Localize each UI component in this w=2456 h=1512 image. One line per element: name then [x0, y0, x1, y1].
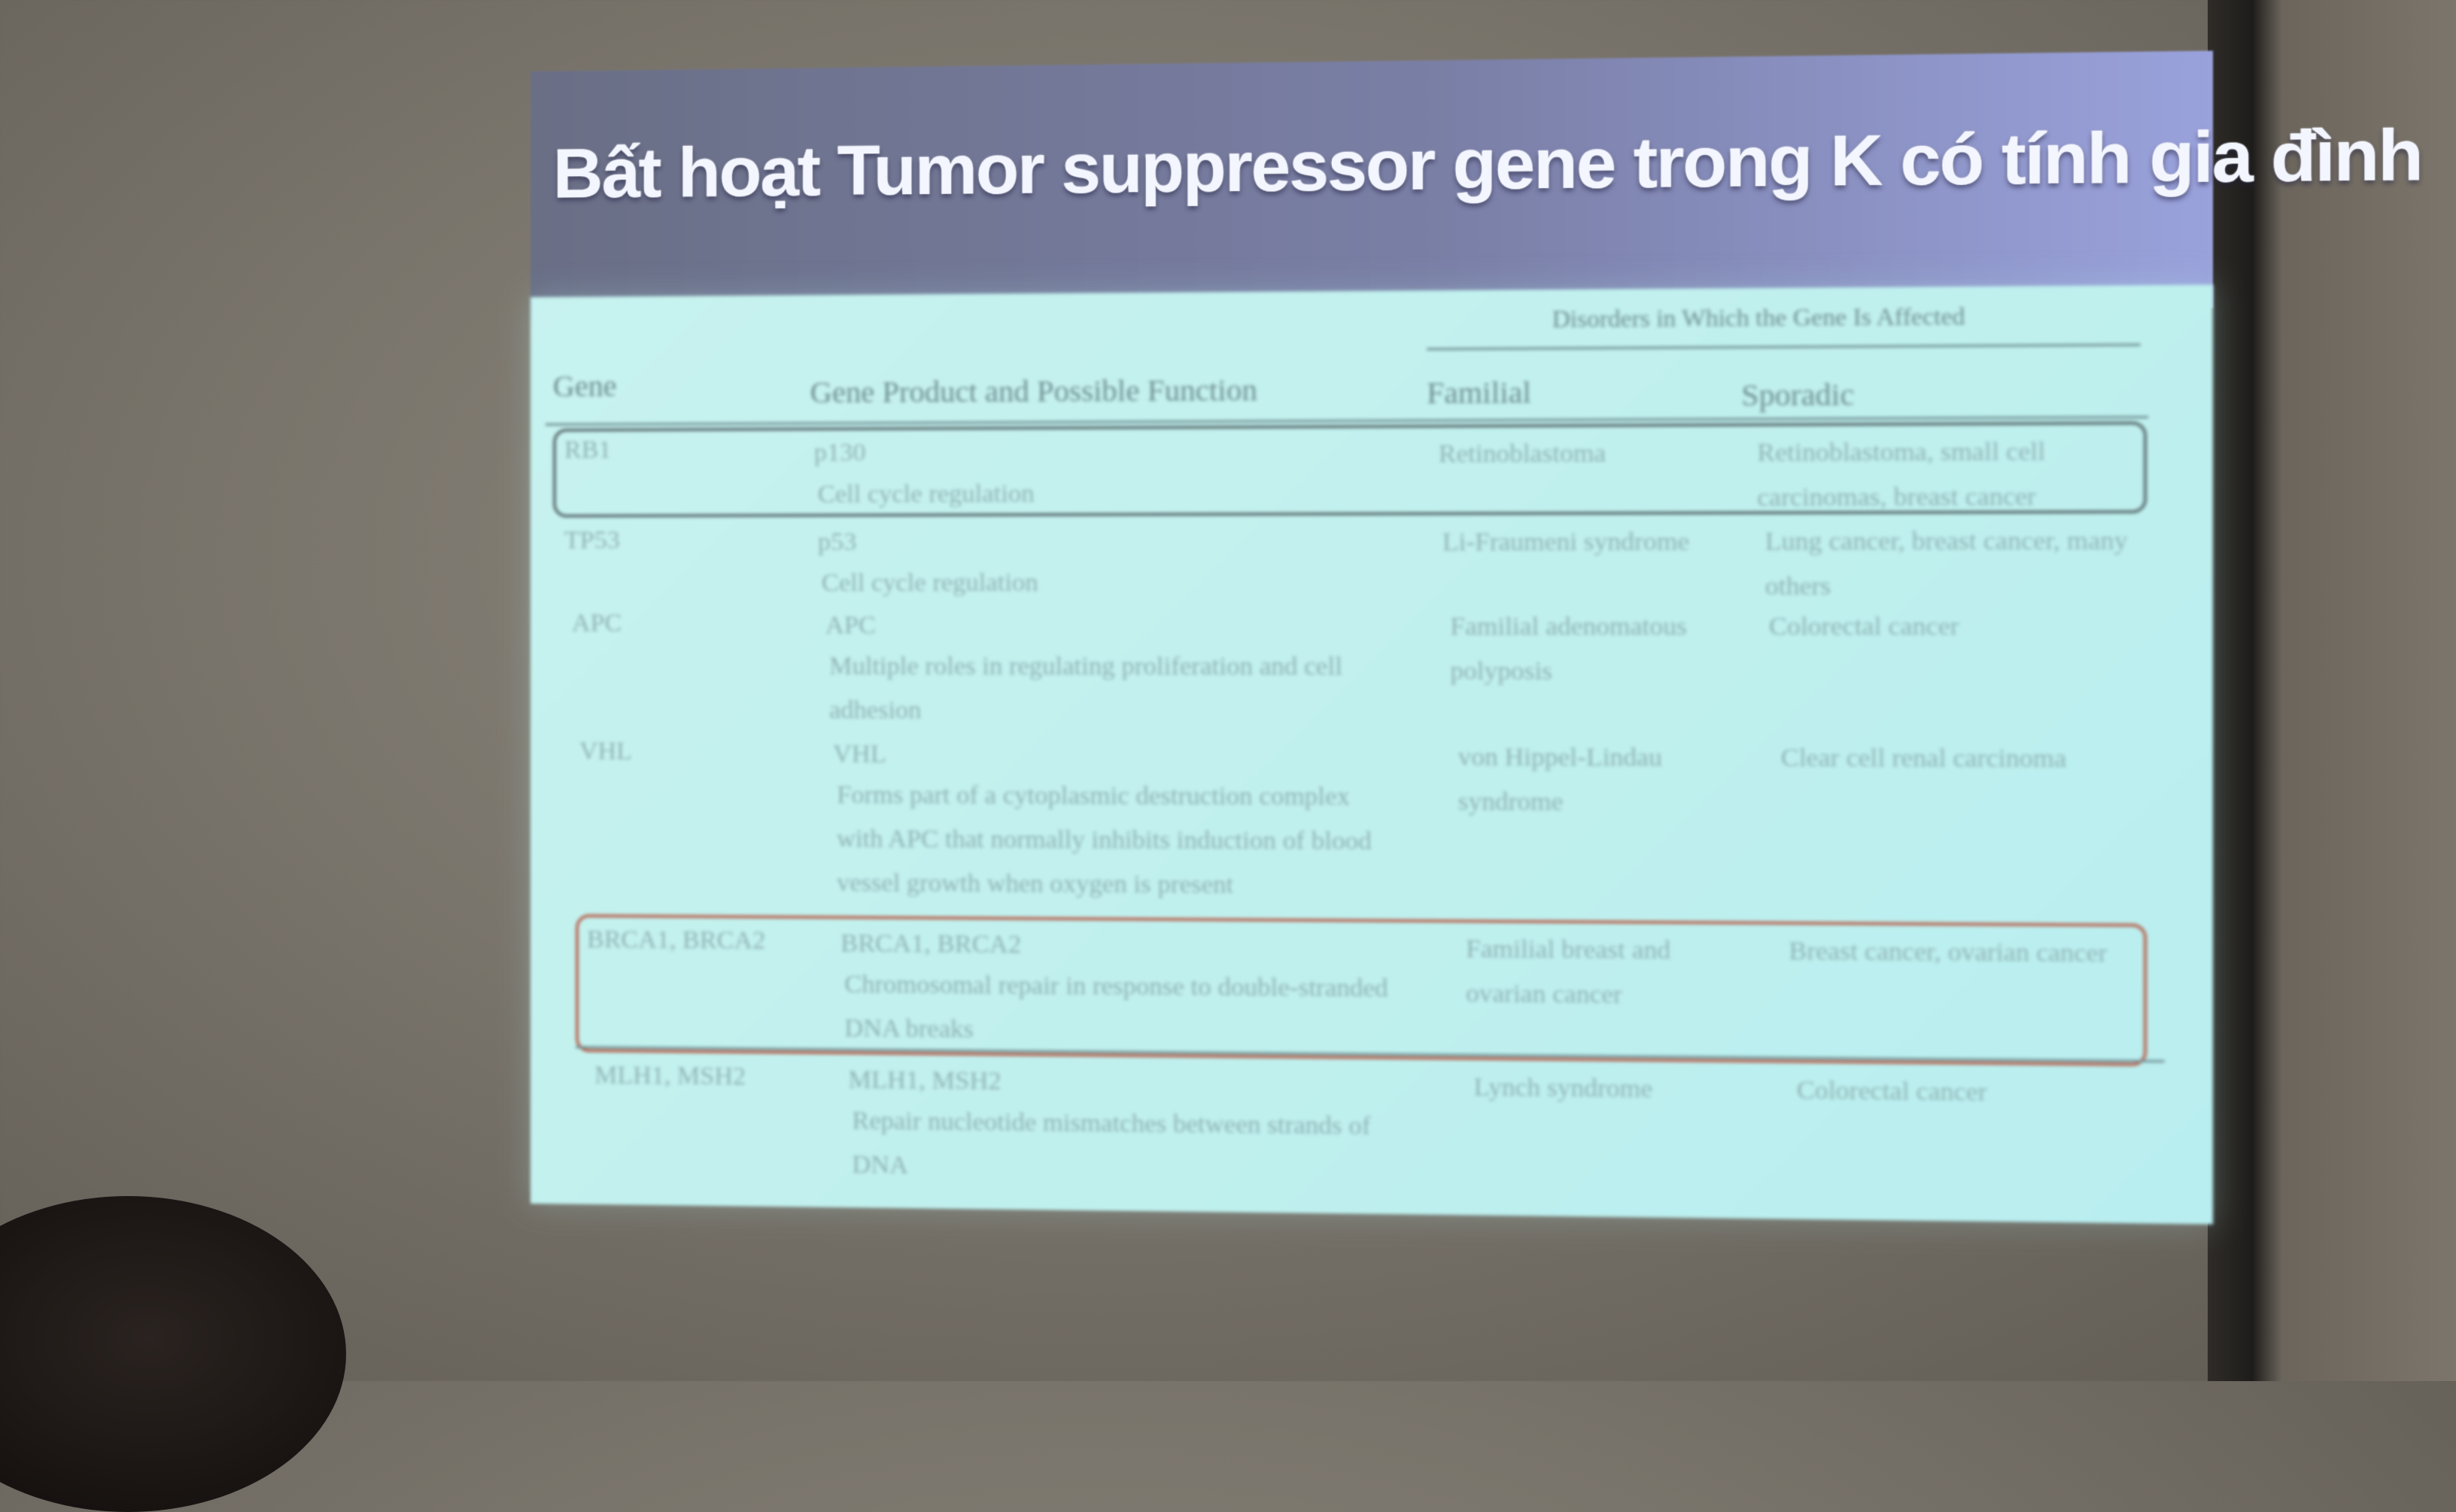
group-header-rule: [1427, 344, 2140, 351]
table-row-tp53-gene: TP53: [564, 519, 620, 563]
table-row-rb1-gene: RB1: [564, 429, 611, 472]
table-row-tp53-product: p53: [818, 521, 857, 564]
table-row-rb1-product: p130: [814, 431, 866, 475]
slide-title: Bất hoạt Tumor suppressor gene trong K c…: [553, 117, 2181, 214]
column-header-function: Gene Product and Possible Function: [810, 372, 1257, 411]
projected-slide: Bất hoạt Tumor suppressor gene trong K c…: [530, 50, 2213, 1224]
table-row-apc-sporadic: Colorectal cancer: [1769, 605, 1959, 650]
table-row-rb1-familial: Retinoblastoma: [1439, 432, 1606, 477]
table-row-rb1-sporadic: Retinoblastoma, small cell carcinomas, b…: [1757, 430, 2140, 521]
table-row-brca-gene: BRCA1, BRCA2: [587, 918, 765, 963]
column-header-familial: Familial: [1427, 375, 1531, 411]
table-row-mlh-gene: MLH1, MSH2: [594, 1054, 746, 1099]
table-row-apc-product: APC: [825, 604, 876, 648]
table-row-tp53-sporadic: Lung cancer, breast cancer, many others: [1765, 519, 2141, 609]
column-header-sporadic: Sporadic: [1741, 376, 1854, 413]
group-header: Disorders in Which the Gene Is Affected: [1552, 302, 1965, 333]
table-row-tp53-function: Cell cycle regulation: [822, 561, 1038, 606]
table-row-tp53-familial: Li-Fraumeni syndrome: [1442, 520, 1689, 565]
table-row-vhl-familial: von Hippel-Lindau syndrome: [1458, 736, 1718, 826]
table-row-brca-product: BRCA1, BRCA2: [840, 922, 1021, 967]
table-row-brca-familial: Familial breast and ovarian cancer: [1466, 928, 1717, 1019]
table-row-rb1-function: Cell cycle regulation: [818, 472, 1035, 517]
table-row-mlh-sporadic: Colorectal cancer: [1797, 1068, 1987, 1115]
audience-head-silhouette: [0, 1196, 346, 1512]
column-header-gene: Gene: [553, 368, 616, 404]
projection-room-wall: [2208, 0, 2456, 1381]
table-row-vhl-gene: VHL: [579, 730, 632, 773]
table-row-vhl-product: VHL: [833, 733, 886, 777]
table-row-brca-sporadic: Breast cancer, ovarian cancer: [1789, 929, 2140, 976]
table-row-vhl-function: Forms part of a cytoplasmic destruction …: [837, 773, 1391, 908]
table-row-mlh-familial: Lynch syndrome: [1474, 1065, 1653, 1112]
table-row-mlh-function: Repair nucleotide mismatches between str…: [852, 1099, 1407, 1194]
table-row-brca-function: Chromosomal repair in response to double…: [844, 963, 1400, 1055]
table-row-apc-familial: Familial adenomatous polyposis: [1450, 605, 1710, 694]
table-row-apc-function: Multiple roles in regulating proliferati…: [829, 645, 1384, 733]
table-row-vhl-sporadic: Clear cell renal carcinoma: [1781, 736, 2141, 782]
table-row-mlh-product: MLH1, MSH2: [848, 1058, 1001, 1104]
table-row-apc-gene: APC: [572, 602, 622, 645]
tumor-suppressor-table: Disorders in Which the Gene Is Affected …: [530, 284, 2213, 1224]
